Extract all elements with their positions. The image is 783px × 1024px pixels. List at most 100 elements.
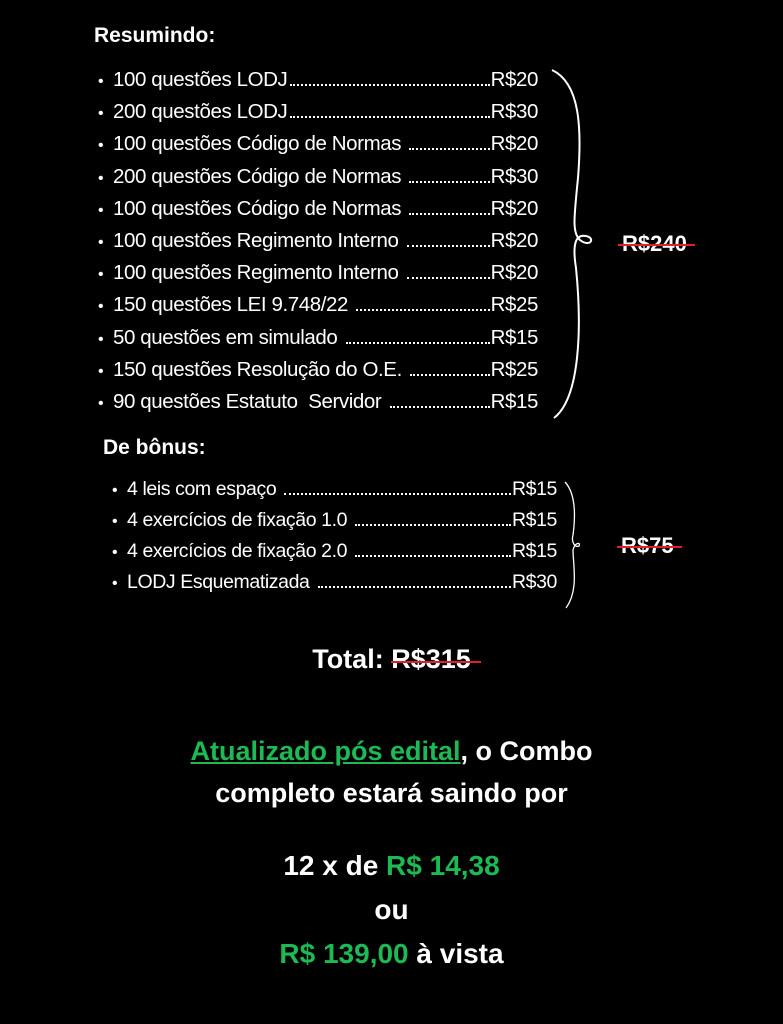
item-label: 150 questões LEI 9.748/22: [113, 293, 354, 317]
bonus-title: De bônus:: [103, 436, 206, 459]
offer-line-2: completo estará saindo por: [215, 778, 568, 808]
installment-value: R$ 14,38: [386, 850, 500, 881]
item-label: 150 questões Resolução do O.E.: [113, 357, 408, 381]
list-item: • 100 questões Código de Normas R$20: [98, 132, 538, 164]
list-item: • 100 questões LODJ R$20: [98, 68, 538, 100]
bullet-icon: •: [98, 201, 104, 219]
dot-leader: [290, 84, 490, 86]
dot-leader: [406, 277, 490, 280]
dot-leader: [389, 405, 490, 408]
list-item: • 90 questões Estatuto Servidor R$15: [98, 390, 538, 422]
item-price: R$20: [490, 68, 539, 91]
dot-leader: [290, 116, 490, 119]
list-item: • 4 leis com espaço R$15: [112, 478, 557, 509]
item-label: 4 leis com espaço: [127, 478, 282, 500]
item-price: R$30: [490, 100, 539, 124]
bonus-brace-icon: [564, 481, 581, 609]
list-item: • 100 questões Regimento Interno R$20: [98, 261, 538, 293]
item-price: R$15: [490, 389, 539, 413]
item-price: R$30: [490, 164, 539, 188]
item-label: 200 questões Código de Normas: [113, 164, 407, 188]
strike-line: [618, 244, 695, 246]
item-price: R$20: [490, 261, 539, 285]
item-label: 100 questões Código de Normas: [113, 196, 407, 220]
item-price: R$15: [511, 540, 557, 562]
bullet-icon: •: [98, 233, 104, 251]
summary-title: Resumindo:: [94, 24, 216, 47]
list-item: • 50 questões em simulado R$15: [98, 326, 538, 358]
summary-brace-icon: [551, 69, 593, 419]
bullet-icon: •: [98, 137, 104, 155]
offer-line-1: Atualizado pós edital, o Combo: [0, 730, 783, 772]
cash-value: R$ 139,00: [279, 938, 409, 969]
item-label: 50 questões em simulado: [113, 325, 343, 349]
item-label: 100 questões Regimento Interno: [113, 228, 404, 252]
dot-leader: [409, 180, 490, 183]
cash-suffix: à vista: [408, 938, 504, 969]
dot-leader: [356, 309, 490, 312]
dot-leader: [355, 524, 511, 526]
dot-leader: [410, 373, 490, 376]
strike-line: [391, 661, 481, 664]
list-item: • 100 questões Regimento Interno R$20: [98, 229, 538, 261]
bullet-icon: •: [98, 266, 104, 284]
item-price: R$20: [490, 196, 539, 220]
dot-leader: [406, 244, 490, 247]
bullet-icon: •: [112, 544, 118, 561]
bullet-icon: •: [98, 169, 104, 187]
summary-list: • 100 questões LODJ R$20 • 200 questões LODJ…: [98, 68, 538, 422]
or-text: ou: [374, 894, 409, 925]
cash-price: R$ 139,00 à vista: [0, 932, 783, 976]
item-price: R$25: [490, 293, 539, 317]
item-price: R$30: [511, 571, 557, 593]
list-item: • 4 exercícios de fixação 2.0 R$15: [112, 540, 557, 571]
item-price: R$20: [490, 228, 539, 252]
item-label: LODJ Esquematizada: [127, 571, 315, 593]
item-label: 4 exercícios de fixação 1.0: [127, 509, 353, 531]
bullet-icon: •: [98, 105, 104, 123]
list-item: • 100 questões Código de Normas R$20: [98, 197, 538, 229]
item-label: 100 questões Código de Normas: [113, 132, 407, 156]
offer-line1-rest: , o Combo: [460, 736, 593, 766]
bullet-icon: •: [112, 575, 118, 592]
summary-subtotal: R$240: [618, 231, 695, 257]
item-price: R$15: [490, 325, 539, 349]
item-label: 100 questões LODJ: [113, 68, 288, 91]
item-label: 90 questões Estatuto Servidor: [113, 389, 387, 413]
dot-leader: [409, 212, 490, 215]
item-price: R$15: [511, 509, 557, 531]
bullet-icon: •: [98, 298, 104, 316]
bonus-subtotal: R$75: [617, 533, 682, 559]
bullet-icon: •: [112, 513, 118, 530]
dot-leader: [345, 341, 490, 344]
item-label: 100 questões Regimento Interno: [113, 261, 404, 285]
item-price: R$25: [490, 357, 539, 381]
total-value: R$315: [391, 644, 481, 675]
bullet-icon: •: [98, 73, 104, 90]
price-block: 12 x de R$ 14,38 ou R$ 139,00 à vista: [0, 844, 783, 976]
bullet-icon: •: [112, 482, 118, 499]
summary-subtotal-value: R$240: [622, 231, 687, 256]
item-price: R$15: [511, 478, 557, 500]
dot-leader: [284, 493, 511, 495]
bullet-icon: •: [98, 330, 104, 348]
list-item: • 150 questões LEI 9.748/22 R$25: [98, 293, 538, 325]
bullet-icon: •: [98, 362, 104, 380]
list-item: • 200 questões LODJ R$30: [98, 100, 538, 132]
list-item: • LODJ Esquematizada R$30: [112, 571, 557, 602]
total: Total: R$315: [0, 644, 783, 675]
total-label: Total:: [312, 644, 384, 674]
offer-text: Atualizado pós edital, o Combo completo …: [0, 730, 783, 814]
list-item: • 200 questões Código de Normas R$30: [98, 165, 538, 197]
dot-leader: [355, 555, 511, 557]
item-label: 4 exercícios de fixação 2.0: [127, 540, 353, 562]
bullet-icon: •: [98, 394, 104, 412]
dot-leader: [409, 148, 490, 151]
dot-leader: [317, 586, 511, 588]
item-price: R$20: [490, 132, 539, 156]
offer-highlight: Atualizado pós edital: [190, 736, 461, 766]
bonus-subtotal-value: R$75: [621, 533, 674, 558]
list-item: • 150 questões Resolução do O.E. R$25: [98, 358, 538, 390]
installments-prefix: 12 x de: [283, 850, 387, 881]
total-value-text: R$315: [391, 644, 471, 674]
